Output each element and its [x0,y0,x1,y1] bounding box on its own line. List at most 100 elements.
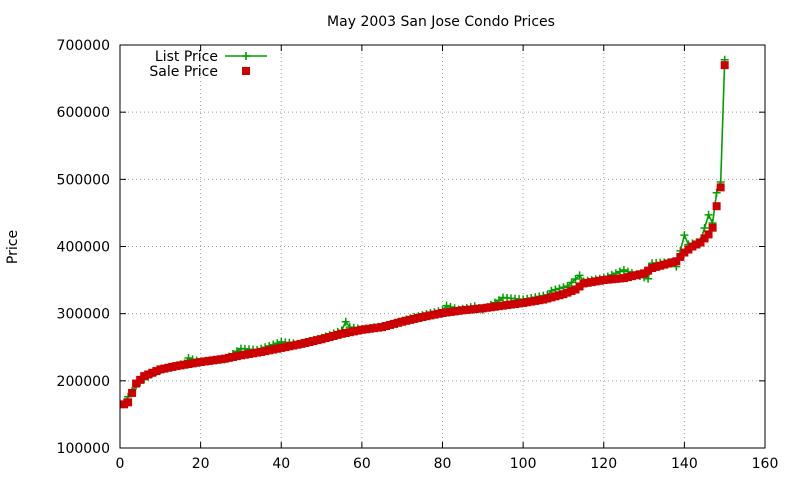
sale-price-point [172,362,181,371]
sale-price-point [575,282,584,291]
sale-price-point [478,304,487,313]
sale-price-point [378,323,387,332]
sale-price-point [672,257,681,266]
x-tick-label: 80 [434,456,452,472]
sale-price-point [374,323,382,332]
list-price-point [442,301,451,310]
sale-price-point [317,335,326,344]
sale-price-point [720,61,729,70]
sale-price-point [430,310,439,319]
x-tick-label: 20 [192,456,210,472]
sale-price-point [535,296,544,305]
y-tick-label: 600000 [57,105,110,121]
sale-price-point [438,308,447,317]
list-price-point [615,267,624,276]
y-tick-label: 100000 [57,441,110,457]
sale-price-point [136,375,145,384]
list-price-point [571,274,580,283]
sale-price-point [414,313,423,322]
sale-price-point [474,304,483,313]
list-price-point [551,285,560,294]
sale-price-point [297,339,306,348]
sale-price-point [559,290,568,299]
sale-price-point [680,248,689,257]
sale-price-point [490,302,499,311]
legend-label-sale-price: Sale Price [149,64,218,80]
sale-price-point [446,307,455,316]
sale-price-point [494,302,503,311]
sale-price-point [656,261,665,270]
sale-price-point [265,346,274,355]
list-price-point [341,317,350,326]
sale-price-point [422,312,431,321]
x-tick-label: 120 [590,456,617,472]
sale-price-point [140,372,149,381]
sale-price-point [398,317,407,326]
sale-price-point [503,301,511,310]
sale-price-point [124,398,133,407]
sale-price-point [164,363,173,372]
sale-price-point [208,356,217,365]
sale-price-point [285,342,294,351]
chart-title: May 2003 San Jose Condo Prices [327,14,555,30]
series-list-price [120,55,729,407]
legend: List Price Sale Price [149,49,267,80]
sale-price-point [236,351,245,360]
sale-price-point [128,388,137,397]
sale-price-point [325,333,334,342]
sale-price-point [660,260,669,269]
sale-price-point [269,345,278,354]
y-tick-label: 700000 [57,38,110,54]
sale-price-point [619,274,628,283]
sale-price-point [712,202,721,211]
list-price-point [555,284,564,293]
x-tick-label: 0 [116,456,125,472]
sale-price-point [204,356,213,365]
list-price-point [700,224,709,233]
tick-marks [119,44,766,449]
list-price-point [619,266,628,275]
sale-price-point [184,360,193,369]
sale-price-point [668,258,677,267]
sale-price-point [482,303,491,312]
list-price-point [704,210,713,219]
x-tick-labels: 0 20 40 60 80 100 120 140 160 [116,456,779,472]
sale-price-point [224,353,233,362]
sale-price-point [156,365,165,374]
sale-price-point [176,361,185,370]
sale-price-point [462,305,471,314]
sale-price-point [551,292,560,301]
sale-price-point [466,305,475,314]
sale-price-point [361,325,370,334]
sale-price-point [390,319,399,328]
sale-price-point [454,306,463,315]
list-price-point [575,271,584,280]
sale-price-point [249,349,258,358]
sale-price-point [341,329,350,338]
sale-price-point [212,355,221,364]
sale-price-point [470,305,479,314]
x-tick-label: 60 [353,456,371,472]
sale-price-point [692,240,701,249]
grid [120,45,765,448]
sale-price-point [547,293,556,302]
x-tick-label: 100 [510,456,537,472]
x-tick-label: 160 [752,456,779,472]
sale-price-point [611,274,620,283]
sale-price-point [289,341,298,350]
sale-price-point [240,350,249,359]
sale-price-point [402,316,411,325]
y-tick-labels: 100000 200000 300000 400000 500000 600000 7000… [57,38,110,457]
sale-price-point [329,331,338,340]
sale-price-point [627,272,636,281]
sale-price-point [458,306,467,315]
sale-price-point [652,262,661,271]
sale-price-point [632,271,640,280]
sale-price-point [293,340,302,349]
x-tick-label: 40 [272,456,290,472]
sale-price-point [365,324,374,333]
sale-price-point [708,223,717,232]
sale-price-point [196,358,205,367]
sale-price-point [232,352,241,361]
